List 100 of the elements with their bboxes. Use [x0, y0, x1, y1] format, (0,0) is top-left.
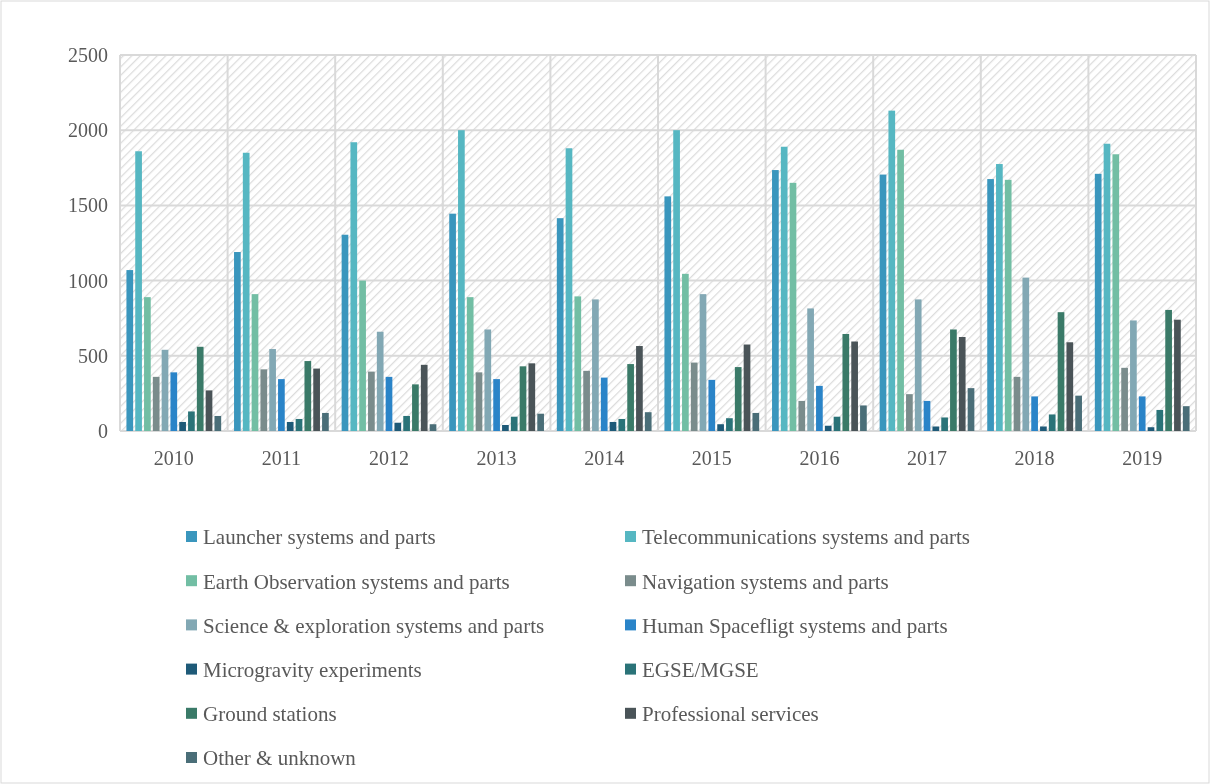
y-tick-label: 2000 [68, 119, 108, 142]
bar [484, 329, 492, 431]
bar [842, 333, 850, 431]
bar [152, 376, 160, 431]
bar [618, 418, 626, 431]
bar [403, 415, 410, 431]
y-tick-label: 0 [98, 420, 108, 442]
bar [260, 369, 268, 431]
bar [1174, 319, 1181, 431]
legend-label: Earth Observation systems and parts [203, 569, 510, 594]
bar [322, 412, 329, 431]
legend-label: Science & exploration systems and parts [203, 613, 545, 638]
bar [313, 368, 320, 431]
x-tick-label: 2010 [153, 447, 194, 469]
bar [510, 416, 518, 431]
legend-label: Telecommunications systems and parts [642, 525, 971, 550]
legend-label: EGSE/MGSE [642, 657, 759, 682]
bar [644, 412, 652, 431]
bar [673, 130, 680, 431]
bar [636, 346, 643, 431]
bar [1103, 143, 1111, 431]
bar [1022, 277, 1030, 431]
bar [420, 364, 428, 431]
bar [385, 376, 393, 431]
bar [996, 164, 1003, 431]
legend-label: Microgravity experiments [203, 657, 422, 682]
bar [772, 170, 779, 431]
x-tick-label: 2014 [584, 447, 625, 469]
bar [242, 152, 250, 431]
bar [906, 394, 913, 431]
bar [717, 424, 724, 431]
bar [1121, 367, 1128, 431]
legend-label: Human Spacefligt systems and parts [642, 613, 948, 638]
bar [1182, 406, 1190, 431]
bar [429, 424, 437, 431]
bar [950, 329, 957, 431]
bar [205, 390, 213, 431]
bar [528, 363, 536, 431]
bar [519, 366, 527, 431]
bar [126, 270, 134, 431]
bar [824, 425, 832, 431]
bar [502, 424, 509, 431]
bar [888, 110, 896, 431]
bar [196, 346, 204, 431]
bar [214, 415, 222, 431]
bar [987, 179, 994, 431]
bar [359, 280, 366, 431]
bar [708, 379, 716, 431]
bar [161, 349, 169, 431]
bar [170, 372, 178, 431]
bar [1075, 395, 1082, 431]
bar [860, 405, 867, 431]
bar [592, 299, 599, 431]
bar [278, 379, 285, 431]
bar [537, 413, 544, 431]
bar [341, 234, 349, 431]
x-tick-label: 2017 [907, 447, 947, 469]
bar [179, 421, 186, 431]
bar [734, 367, 742, 431]
bar [1156, 409, 1164, 431]
bar [188, 411, 195, 431]
bar [144, 297, 151, 431]
bar [914, 299, 922, 431]
bar [752, 412, 760, 431]
y-tick-label: 2500 [68, 44, 108, 66]
bar [1130, 320, 1137, 431]
bar [574, 296, 582, 431]
bar [1031, 396, 1038, 431]
bar [304, 361, 312, 431]
bar [394, 422, 402, 431]
x-tick-label: 2019 [1122, 447, 1163, 469]
bar [923, 400, 931, 431]
bar [1147, 427, 1155, 431]
x-tick-label: 2012 [369, 447, 409, 469]
bar [1013, 376, 1021, 431]
bar [1112, 154, 1120, 431]
bar [286, 421, 294, 431]
bar [412, 384, 419, 431]
x-tick-label: 2018 [1014, 447, 1055, 469]
bar [726, 418, 733, 431]
bar [682, 273, 689, 431]
legend-label: Navigation systems and parts [642, 569, 889, 594]
bar [1040, 426, 1047, 431]
bar [234, 252, 241, 431]
bar [664, 196, 672, 431]
bar [493, 379, 500, 431]
bar [1057, 312, 1065, 431]
bar [251, 294, 259, 431]
bar [1165, 309, 1172, 431]
bar [798, 400, 806, 431]
bar [807, 308, 814, 431]
bar [941, 417, 948, 431]
bar [376, 331, 384, 431]
bar [932, 426, 940, 431]
legend-label: Launcher systems and parts [203, 525, 436, 550]
bar [458, 130, 465, 431]
bar [466, 297, 474, 431]
bar [583, 370, 590, 431]
bar [368, 371, 375, 431]
bar [1138, 396, 1146, 431]
